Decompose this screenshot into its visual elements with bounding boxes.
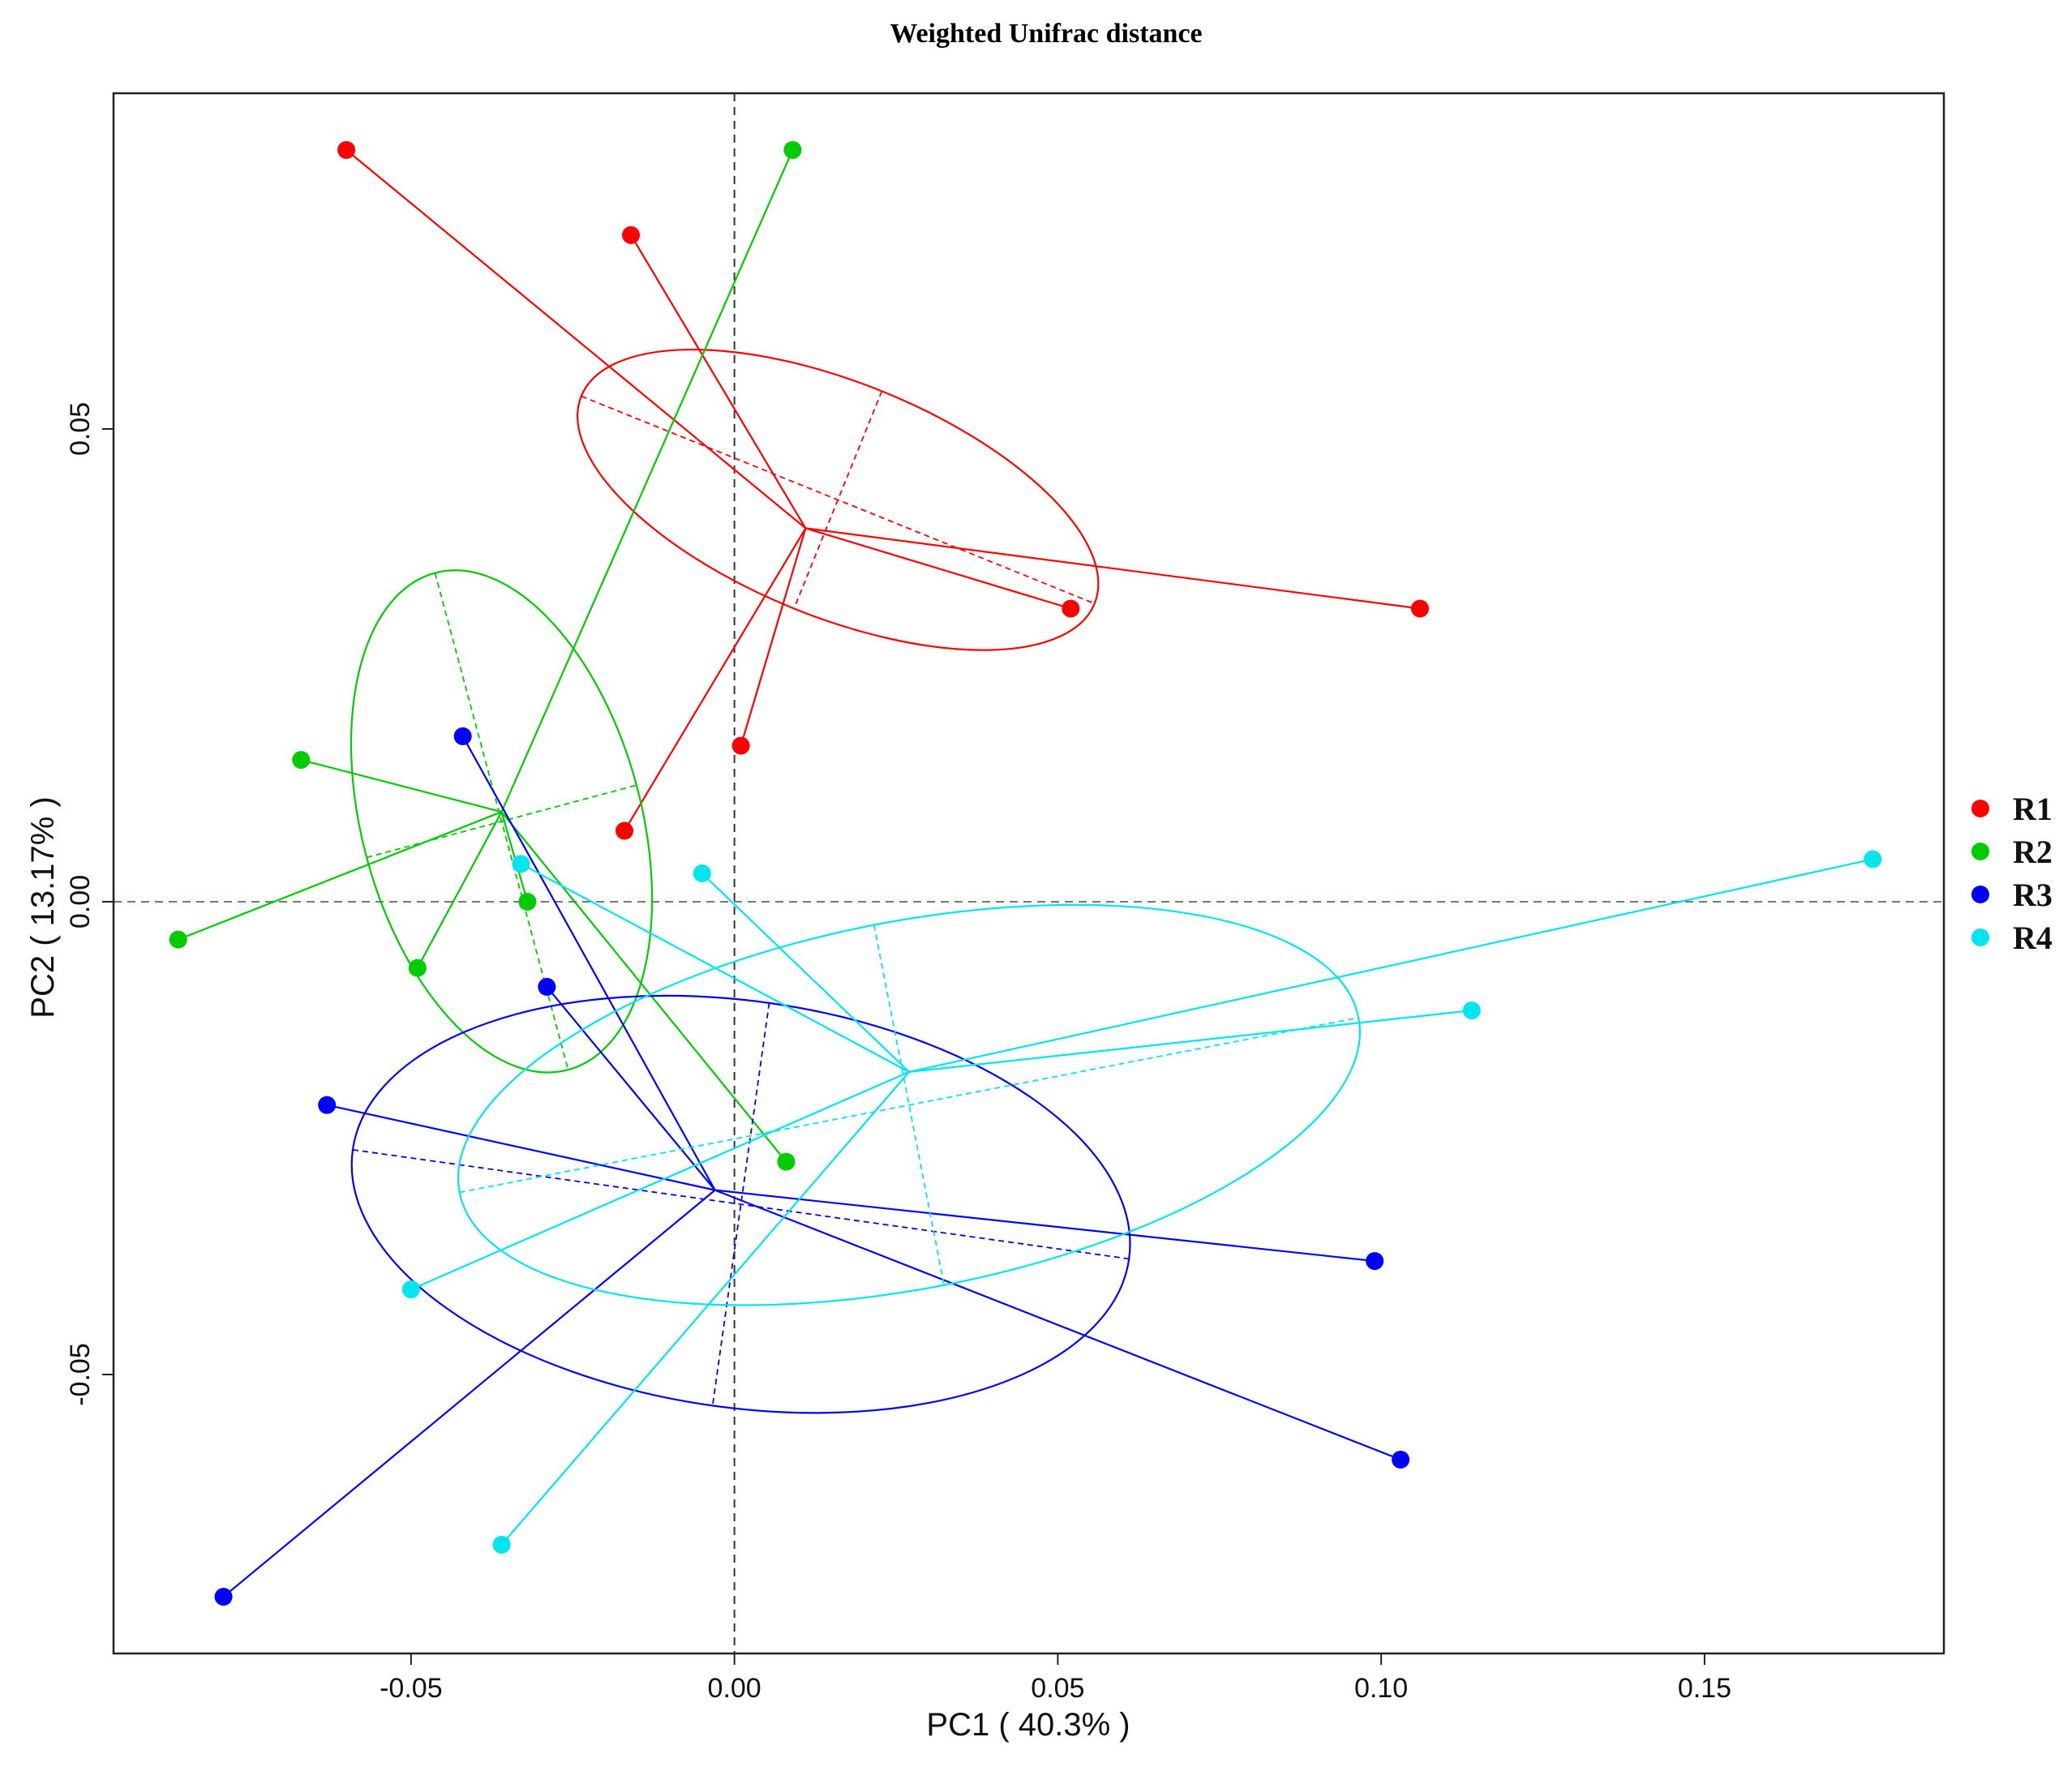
spoke-R3-5 bbox=[714, 1189, 1401, 1460]
spoke-R4-1 bbox=[908, 858, 1873, 1073]
point-R4-6 bbox=[492, 1535, 511, 1554]
spoke-R1-2 bbox=[630, 234, 807, 529]
y-tick-label-2: 0.05 bbox=[65, 402, 96, 456]
point-R2-1 bbox=[783, 140, 802, 159]
chart-title: Weighted Unifrac distance bbox=[890, 19, 1202, 49]
spoke-R1-3 bbox=[805, 527, 1071, 610]
point-R3-4 bbox=[1366, 1252, 1384, 1271]
point-R3-2 bbox=[538, 977, 556, 996]
ellipse-minor-axis-R1 bbox=[793, 391, 883, 609]
spoke-R1-6 bbox=[624, 527, 807, 832]
legend-marker-R4 bbox=[1971, 929, 1989, 946]
spoke-R2-4 bbox=[500, 811, 529, 903]
point-R2-5 bbox=[408, 959, 427, 977]
legend: R1 R2 R3 R4 bbox=[1971, 791, 2053, 956]
axes: -0.05 0.00 0.05 0.10 0.15 -0.05 0.00 0.05 bbox=[65, 402, 1731, 1704]
series-R2 bbox=[178, 149, 794, 1163]
point-R3-1 bbox=[453, 727, 472, 745]
spoke-R3-3 bbox=[326, 1104, 715, 1191]
x-tick-label-1: 0.00 bbox=[708, 1673, 761, 1704]
spoke-R4-3 bbox=[701, 873, 910, 1073]
point-R2-4 bbox=[518, 892, 537, 911]
x-tick-label-4: 0.15 bbox=[1678, 1673, 1731, 1704]
ellipse-major-axis-R4 bbox=[459, 1017, 1359, 1194]
spoke-R4-5 bbox=[410, 1070, 910, 1291]
plot-area bbox=[114, 93, 1944, 1653]
y-tick-label-0: -0.05 bbox=[65, 1343, 96, 1406]
x-tick-label-0: -0.05 bbox=[380, 1673, 443, 1704]
point-R4-5 bbox=[401, 1280, 420, 1299]
x-tick-label-3: 0.10 bbox=[1354, 1673, 1408, 1704]
legend-label-R3: R3 bbox=[2013, 877, 2053, 913]
point-R3-3 bbox=[318, 1096, 337, 1114]
legend-label-R4: R4 bbox=[2013, 920, 2053, 956]
series-R4 bbox=[410, 858, 1873, 1546]
point-R2-2 bbox=[292, 751, 311, 770]
spoke-R2-6 bbox=[500, 811, 787, 1163]
point-R3-5 bbox=[1392, 1450, 1410, 1469]
point-R4-3 bbox=[693, 864, 711, 882]
spoke-R2-2 bbox=[301, 759, 502, 813]
spoke-R3-2 bbox=[546, 986, 716, 1191]
point-R1-3 bbox=[1062, 599, 1080, 618]
legend-label-R1: R1 bbox=[2013, 791, 2053, 827]
legend-marker-R3 bbox=[1971, 886, 1989, 903]
point-R1-2 bbox=[622, 225, 641, 244]
point-R4-2 bbox=[1462, 1001, 1481, 1020]
series-R1 bbox=[345, 149, 1421, 832]
y-axis-label: PC2 ( 13.17% ) bbox=[25, 796, 61, 1018]
spoke-R3-6 bbox=[222, 1189, 716, 1598]
y-tick-label-1: 0.00 bbox=[65, 875, 96, 929]
point-R1-1 bbox=[337, 140, 356, 159]
spoke-R3-4 bbox=[714, 1189, 1375, 1263]
point-R1-6 bbox=[616, 821, 634, 840]
point-R1-4 bbox=[1411, 599, 1430, 618]
legend-label-R2: R2 bbox=[2013, 834, 2053, 870]
series-R3 bbox=[222, 736, 1401, 1598]
spoke-R2-5 bbox=[416, 811, 503, 969]
point-R2-6 bbox=[777, 1152, 796, 1171]
legend-marker-R1 bbox=[1971, 800, 1989, 817]
spoke-R1-5 bbox=[740, 528, 807, 746]
spoke-R4-2 bbox=[908, 1009, 1472, 1073]
spoke-R4-4 bbox=[520, 863, 910, 1073]
point-R1-5 bbox=[731, 736, 750, 755]
spoke-R2-3 bbox=[178, 811, 502, 941]
point-R4-4 bbox=[512, 855, 530, 873]
x-axis-label: PC1 ( 40.3% ) bbox=[926, 1707, 1130, 1743]
legend-marker-R2 bbox=[1971, 843, 1989, 860]
spoke-R1-1 bbox=[345, 149, 807, 530]
point-R2-3 bbox=[169, 930, 187, 949]
spoke-R3-1 bbox=[461, 736, 716, 1191]
point-R4-1 bbox=[1864, 850, 1882, 868]
ellipse-minor-axis-R4 bbox=[873, 924, 946, 1285]
point-R3-6 bbox=[214, 1588, 233, 1606]
spoke-R2-1 bbox=[500, 149, 794, 813]
spoke-R1-4 bbox=[805, 527, 1421, 610]
spoke-R4-6 bbox=[500, 1071, 910, 1546]
ellipse-major-axis-R3 bbox=[352, 1148, 1130, 1260]
x-tick-label-2: 0.05 bbox=[1031, 1673, 1084, 1704]
plot-frame bbox=[112, 92, 1945, 1655]
